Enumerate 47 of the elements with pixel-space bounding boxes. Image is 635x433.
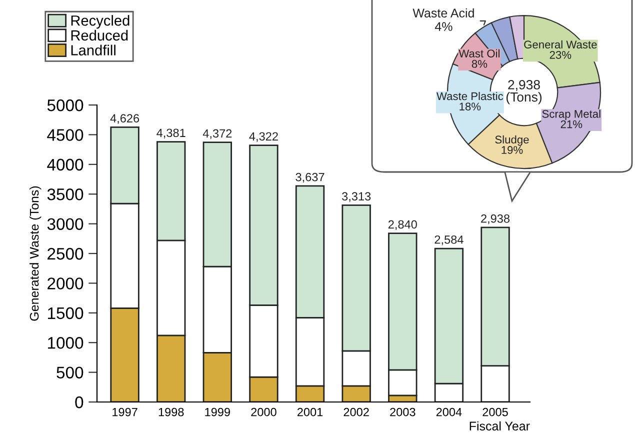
data-label: 4% xyxy=(434,22,452,31)
x-tick-label: 2005 xyxy=(482,408,508,416)
total-label: 2,938 xyxy=(481,214,510,224)
x-tick-label: 2002 xyxy=(344,408,369,416)
x-tick-label: 2000 xyxy=(251,408,276,416)
y-tick-label: 2500 xyxy=(48,248,84,260)
total-label: 2,840 xyxy=(388,220,417,230)
y-axis-title: Generated Waste (Tons) xyxy=(30,186,42,321)
x-tick-label: 2003 xyxy=(390,408,416,416)
slice-label: Sludge xyxy=(495,135,529,146)
data-label: 8% xyxy=(472,60,488,68)
data-label: 18% xyxy=(460,102,481,110)
text: 2,938 (Tons) xyxy=(506,80,542,104)
x-axis-title: Fiscal Year xyxy=(470,421,530,431)
total-label: 4,322 xyxy=(249,132,278,142)
y-tick-label: 500 xyxy=(56,366,84,379)
y-tick-label: 1500 xyxy=(48,307,84,320)
data-label: 19% xyxy=(502,146,523,154)
slice-label: Waste Acid xyxy=(412,8,474,18)
data-label: 21% xyxy=(560,120,582,128)
y-tick-label: 2000 xyxy=(48,278,84,290)
y-tick-label: 4000 xyxy=(47,158,84,171)
x-tick-label: 2001 xyxy=(297,408,323,416)
x-tick-label: 1998 xyxy=(158,408,184,416)
y-tick-label: 3500 xyxy=(47,188,84,200)
x-tick-label: 1999 xyxy=(205,408,230,416)
y-tick-label: 5000 xyxy=(47,99,84,112)
total-label: 4,626 xyxy=(110,114,140,124)
legend-label: Landfill xyxy=(71,44,116,56)
total-label: 2,584 xyxy=(434,235,464,246)
y-tick-label: 0 xyxy=(75,396,84,408)
y-tick-label: 3000 xyxy=(47,218,84,230)
slice-label: Scrap Metal xyxy=(542,110,600,120)
total-label: 3,313 xyxy=(342,192,371,202)
total-label: 3,637 xyxy=(296,172,324,183)
slice-label: Wast Oil xyxy=(458,49,500,58)
data-label: 23% xyxy=(550,50,572,59)
y-tick-label: 4500 xyxy=(47,129,84,141)
x-tick-label: 1997 xyxy=(112,408,138,416)
legend-label: Reduced xyxy=(71,30,128,41)
total-label: 4,372 xyxy=(202,129,232,139)
slice-label: General Waste xyxy=(524,40,597,49)
legend-label: Recycled xyxy=(71,15,130,29)
y-tick-label: 1000 xyxy=(48,337,84,349)
total-label: 4,381 xyxy=(156,128,186,138)
slice-label: Waste Plastic xyxy=(436,92,504,100)
x-tick-label: 2004 xyxy=(436,408,462,416)
